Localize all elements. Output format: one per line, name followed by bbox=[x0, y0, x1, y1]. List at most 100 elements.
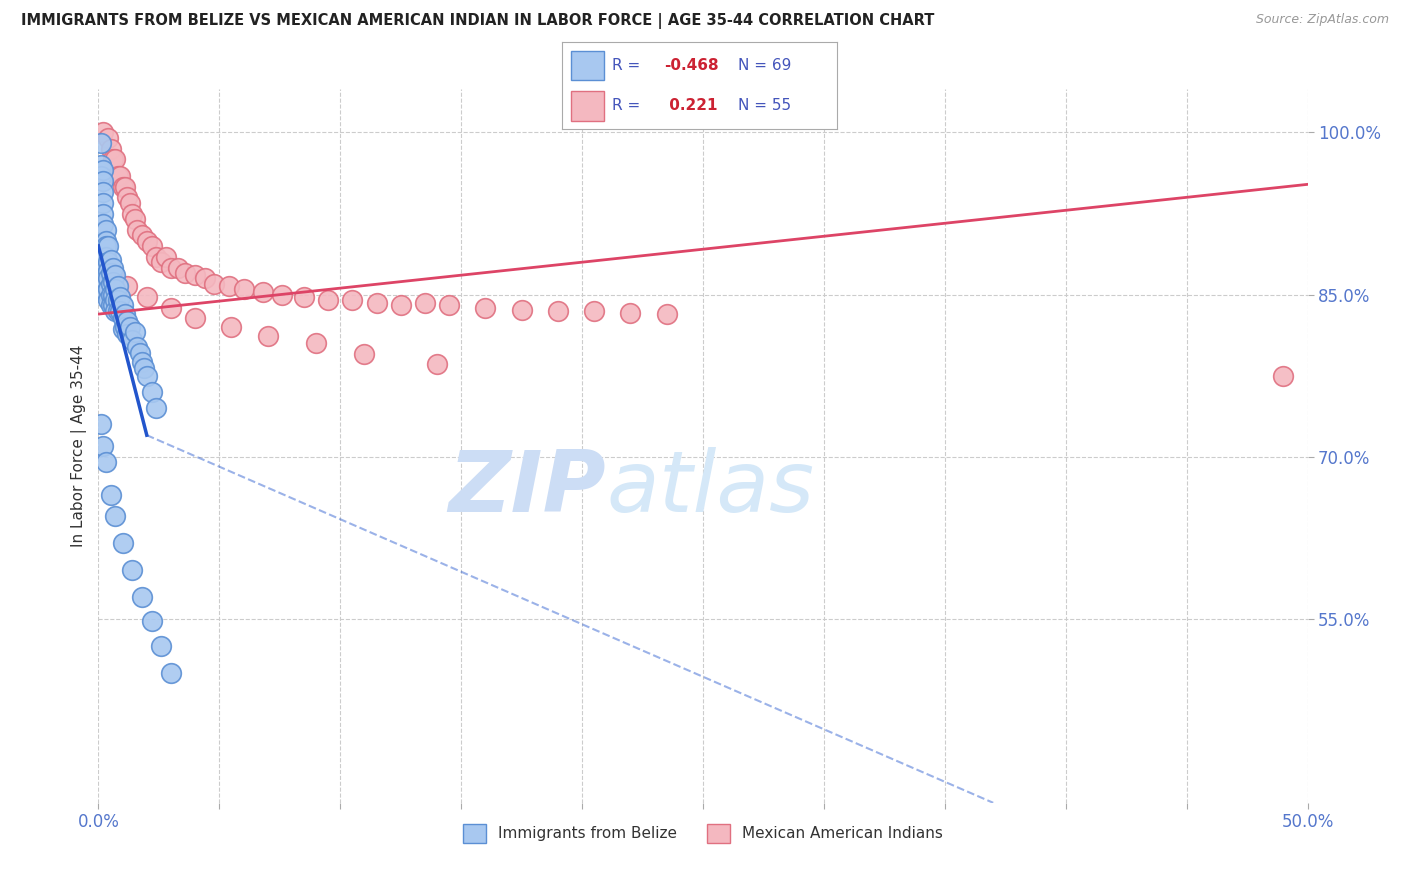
Point bbox=[101, 275, 124, 289]
Text: N = 69: N = 69 bbox=[738, 58, 792, 73]
Point bbox=[97, 293, 120, 307]
Point bbox=[145, 401, 167, 416]
Point bbox=[1272, 368, 1295, 383]
Point bbox=[90, 417, 112, 432]
Point bbox=[366, 296, 388, 310]
Point bbox=[131, 591, 153, 605]
Point bbox=[184, 268, 207, 282]
Point bbox=[141, 239, 163, 253]
Point bbox=[221, 320, 243, 334]
Point bbox=[342, 293, 364, 307]
Point bbox=[160, 666, 183, 681]
Point bbox=[104, 268, 127, 282]
Point bbox=[91, 163, 114, 178]
Point bbox=[252, 285, 274, 300]
Point bbox=[121, 206, 143, 220]
Point bbox=[121, 333, 143, 347]
Point bbox=[184, 311, 207, 326]
Point bbox=[256, 328, 278, 343]
Point bbox=[97, 264, 120, 278]
Point bbox=[91, 125, 114, 139]
Point bbox=[104, 282, 127, 296]
Point bbox=[619, 306, 641, 320]
Point bbox=[389, 298, 412, 312]
Point bbox=[111, 179, 134, 194]
Point bbox=[94, 277, 117, 291]
Point bbox=[204, 277, 226, 291]
Point bbox=[174, 266, 197, 280]
Point bbox=[232, 282, 254, 296]
Point bbox=[547, 303, 569, 318]
Point bbox=[94, 285, 117, 300]
Point bbox=[97, 271, 120, 285]
Point bbox=[135, 290, 157, 304]
Point bbox=[121, 563, 143, 577]
Point bbox=[101, 260, 124, 275]
Point bbox=[218, 279, 240, 293]
Point bbox=[91, 185, 114, 199]
Point bbox=[117, 326, 139, 341]
Point bbox=[141, 614, 163, 628]
Point bbox=[135, 234, 157, 248]
Point bbox=[316, 293, 339, 307]
Point bbox=[111, 311, 134, 326]
Text: 0.221: 0.221 bbox=[664, 98, 717, 113]
Text: N = 55: N = 55 bbox=[738, 98, 792, 113]
Point bbox=[141, 384, 163, 399]
Point bbox=[124, 326, 146, 340]
Point bbox=[94, 234, 117, 248]
Point bbox=[124, 211, 146, 226]
Point bbox=[100, 253, 122, 268]
Point bbox=[94, 268, 117, 282]
FancyBboxPatch shape bbox=[571, 91, 603, 120]
Point bbox=[128, 346, 150, 360]
Point bbox=[305, 336, 328, 351]
Point bbox=[90, 136, 112, 151]
Point bbox=[127, 339, 149, 353]
Point bbox=[108, 290, 131, 304]
Point bbox=[108, 303, 131, 318]
Point bbox=[91, 439, 114, 453]
Point bbox=[117, 279, 139, 293]
Point bbox=[426, 357, 449, 371]
Point bbox=[97, 239, 120, 253]
Point bbox=[97, 131, 120, 145]
Point bbox=[111, 536, 134, 550]
Point bbox=[510, 302, 533, 317]
Point bbox=[100, 277, 122, 291]
Point bbox=[111, 298, 134, 312]
Point bbox=[114, 179, 136, 194]
Point bbox=[583, 303, 606, 318]
Point bbox=[107, 279, 129, 293]
Point bbox=[118, 320, 141, 334]
Point bbox=[437, 298, 460, 312]
Text: IMMIGRANTS FROM BELIZE VS MEXICAN AMERICAN INDIAN IN LABOR FORCE | AGE 35-44 COR: IMMIGRANTS FROM BELIZE VS MEXICAN AMERIC… bbox=[21, 13, 935, 29]
Point bbox=[353, 347, 375, 361]
Point bbox=[101, 298, 124, 312]
Point bbox=[108, 169, 131, 183]
Point bbox=[100, 266, 122, 280]
Point bbox=[118, 195, 141, 210]
Point bbox=[97, 282, 120, 296]
Point bbox=[131, 354, 153, 368]
Point bbox=[100, 488, 122, 502]
Point bbox=[90, 169, 112, 183]
Point bbox=[94, 455, 117, 469]
Point bbox=[94, 239, 117, 253]
Point bbox=[104, 153, 127, 167]
Point bbox=[91, 195, 114, 210]
Point bbox=[100, 287, 122, 301]
Point bbox=[94, 223, 117, 237]
Point bbox=[194, 271, 217, 285]
Point bbox=[167, 260, 190, 275]
Point bbox=[90, 158, 112, 172]
Text: R =: R = bbox=[612, 58, 645, 73]
Point bbox=[150, 639, 173, 653]
Point bbox=[104, 303, 127, 318]
Point bbox=[91, 174, 114, 188]
Legend: Immigrants from Belize, Mexican American Indians: Immigrants from Belize, Mexican American… bbox=[457, 818, 949, 848]
Text: R =: R = bbox=[612, 98, 645, 113]
Point bbox=[114, 307, 136, 321]
Point bbox=[413, 296, 436, 310]
Point bbox=[94, 250, 117, 264]
